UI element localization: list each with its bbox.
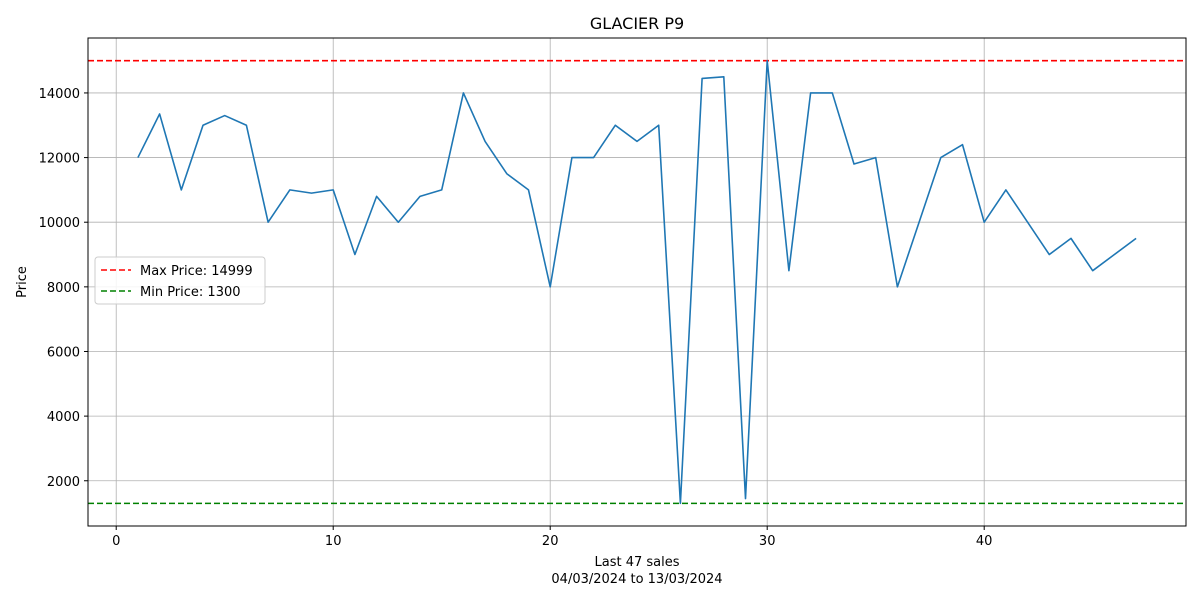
price-point (593, 157, 595, 159)
y-axis-ticks: 2000 4000 6000 8000 10000 12000 14000 (39, 87, 88, 490)
y-tick-label: 8000 (47, 281, 80, 296)
price-point (181, 189, 183, 191)
price-point (246, 124, 248, 126)
price-series-line (137, 59, 1137, 505)
price-point (766, 60, 768, 62)
x-tick-label: 40 (976, 534, 993, 549)
price-point (701, 78, 703, 80)
x-tick-label: 0 (112, 534, 120, 549)
reference-lines (88, 59, 1186, 505)
price-point (918, 221, 920, 223)
grid (88, 38, 1186, 526)
price-point (332, 189, 334, 191)
x-tick-label: 30 (759, 534, 776, 549)
price-point (680, 503, 682, 505)
price-point (1070, 238, 1072, 240)
price-point (159, 113, 161, 115)
price-point (1048, 254, 1050, 256)
price-point (962, 144, 964, 146)
price-point (549, 286, 551, 288)
y-tick-label: 2000 (47, 475, 80, 490)
x-tick-label: 10 (325, 534, 342, 549)
price-point (1027, 221, 1029, 223)
x-tick-label: 20 (542, 534, 559, 549)
y-tick-label: 12000 (39, 152, 80, 167)
price-point (658, 124, 660, 126)
price-point (224, 115, 226, 117)
x-axis-date-range: 04/03/2024 to 13/03/2024 (551, 572, 722, 587)
price-point (289, 189, 291, 191)
price-point (398, 221, 400, 223)
price-point (1135, 238, 1137, 240)
legend-box (94, 256, 266, 305)
price-point (463, 92, 465, 94)
price-point (723, 76, 725, 78)
y-axis-label: Price (15, 266, 30, 298)
price-point (745, 498, 747, 500)
price-point (940, 157, 942, 159)
price-point (311, 192, 313, 194)
price-point (831, 92, 833, 94)
price-point (810, 92, 812, 94)
price-point (506, 173, 508, 175)
price-point (636, 141, 638, 143)
price-point (137, 157, 139, 159)
price-point (484, 141, 486, 143)
price-point (983, 221, 985, 223)
chart-title: GLACIER P9 (590, 14, 684, 33)
price-point (788, 270, 790, 272)
y-tick-label: 4000 (47, 410, 80, 425)
price-point (853, 163, 855, 165)
price-point (615, 124, 617, 126)
series-layer (137, 59, 1137, 505)
price-point (1092, 270, 1094, 272)
price-point (267, 221, 269, 223)
legend-min-label: Min Price: 1300 (140, 285, 241, 300)
x-axis-ticks: 0 10 20 30 40 (112, 526, 992, 549)
price-point (875, 157, 877, 159)
y-tick-label: 10000 (39, 216, 80, 231)
plot-area-frame (87, 37, 1187, 527)
price-point (1005, 189, 1007, 191)
price-point (1114, 254, 1116, 256)
y-tick-label: 6000 (47, 345, 80, 360)
y-tick-label: 14000 (39, 87, 80, 102)
price-point (441, 189, 443, 191)
price-point (202, 124, 204, 126)
price-point (376, 196, 378, 198)
legend: Max Price: 14999 Min Price: 1300 (94, 256, 266, 305)
price-point (571, 157, 573, 159)
price-point (354, 254, 356, 256)
x-axis-label: Last 47 sales (594, 555, 679, 570)
price-point (897, 286, 899, 288)
price-point (528, 189, 530, 191)
legend-max-label: Max Price: 14999 (140, 264, 253, 279)
price-point (419, 196, 421, 198)
